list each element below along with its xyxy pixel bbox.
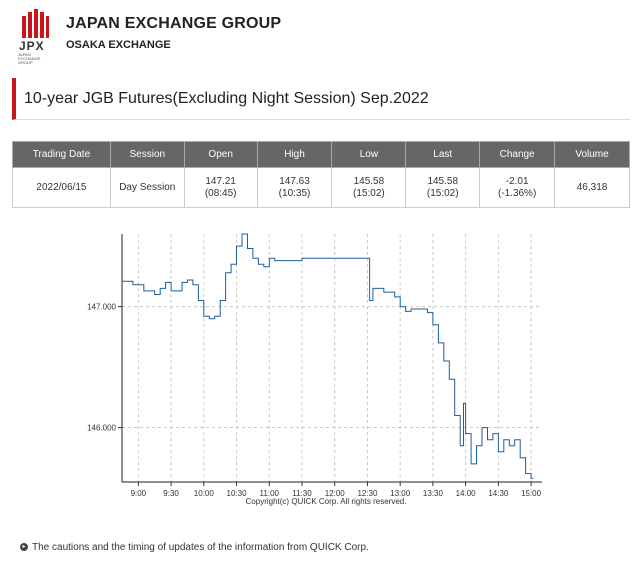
x-tick-label: 14:30 [488, 489, 509, 498]
x-tick-label: 13:30 [423, 489, 444, 498]
change-pct: (-1.36%) [497, 187, 537, 199]
header-session: Session [109, 141, 185, 168]
cell-date: 2022/06/15 [12, 167, 111, 208]
x-tick-label: 9:30 [163, 489, 179, 498]
quote-table: Trading Date Session Open High Low Last … [12, 141, 630, 208]
notes[interactable]: ▸ The cautions and the timing of updates … [20, 542, 369, 553]
last-time: (15:02) [426, 187, 459, 199]
logo-subtext: JAPAN EXCHANGE GROUP [18, 52, 41, 65]
logo-text: JPX [19, 39, 45, 53]
x-tick-label: 10:30 [227, 489, 248, 498]
header-low: Low [331, 141, 407, 168]
cell-volume: 46,318 [554, 167, 630, 208]
high-time: (10:35) [278, 187, 311, 199]
logo-stripes-icon [22, 9, 49, 38]
x-tick-label: 10:00 [194, 489, 215, 498]
x-tick-label: 12:00 [325, 489, 346, 498]
cell-last: 145.58 (15:02) [405, 167, 481, 208]
arrow-right-icon: ▸ [20, 543, 28, 552]
open-value: 147.21 [205, 175, 236, 187]
header-high: High [256, 141, 333, 168]
jpx-logo[interactable]: JPX JAPAN EXCHANGE GROUP [18, 8, 54, 65]
x-tick-label: 13:00 [390, 489, 411, 498]
x-tick-label: 11:00 [260, 489, 280, 498]
table-header-row: Trading Date Session Open High Low Last … [12, 141, 630, 168]
x-tick-label: 14:00 [456, 489, 477, 498]
price-chart: 9:00 9:30 10:00 10:30 11:00 11:30 12:00 12:30 13… [87, 233, 542, 506]
chart-caption: Copyright(c) QUICK Corp. All rights rese… [246, 497, 407, 506]
header-volume: Volume [554, 141, 630, 168]
site-header: JPX JAPAN EXCHANGE GROUP JAPAN EXCHANGE … [18, 8, 618, 65]
cell-open: 147.21 (08:45) [183, 167, 258, 208]
brand-title: JAPAN EXCHANGE GROUP [66, 15, 282, 32]
x-tick-label: 11:30 [292, 489, 312, 498]
cell-low: 145.58 (15:02) [331, 167, 407, 208]
change-value: -2.01 [505, 175, 529, 187]
last-value: 145.58 [427, 175, 459, 187]
header-change: Change [479, 141, 556, 168]
plot-area [122, 234, 542, 482]
low-time: (15:02) [353, 187, 385, 199]
brand-subtitle: OSAKA EXCHANGE [66, 39, 171, 51]
high-value: 147.63 [279, 175, 310, 187]
low-value: 145.58 [353, 175, 385, 187]
header-last: Last [405, 141, 481, 168]
y-tick-label: 146.000 [87, 424, 116, 433]
x-tick-label: 15:00 [521, 489, 542, 498]
x-tick-label: 9:00 [131, 489, 147, 498]
page-title: 10-year JGB Futures(Excluding Night Sess… [12, 78, 630, 120]
cell-session: Day Session [109, 167, 185, 208]
table-row: 2022/06/15 Day Session 147.21 (08:45) 147… [12, 167, 630, 208]
header-trading-date: Trading Date [12, 141, 111, 168]
notes-link[interactable]: The cautions and the timing of updates o… [32, 542, 369, 553]
x-tick-label: 12:30 [357, 489, 378, 498]
cell-change: -2.01 (-1.36%) [479, 167, 556, 208]
y-tick-label: 147.000 [87, 303, 116, 312]
brand: JAPAN EXCHANGE GROUP OSAKA EXCHANGE [66, 15, 281, 51]
open-time: (08:45) [204, 187, 237, 199]
header-open: Open [183, 141, 258, 168]
series-line [122, 233, 534, 479]
page-title-text: 10-year JGB Futures(Excluding Night Sess… [24, 90, 429, 107]
cell-high: 147.63 (10:35) [256, 167, 333, 208]
